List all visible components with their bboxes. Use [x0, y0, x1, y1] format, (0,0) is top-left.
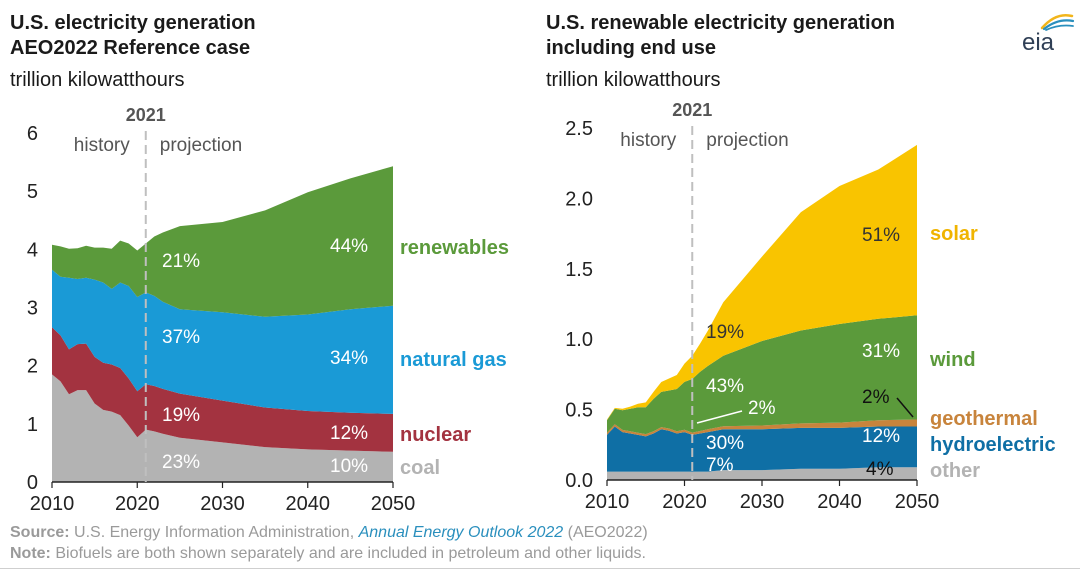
right-title-line2: including end use — [546, 37, 717, 59]
right-y-tick-label: 0.5 — [565, 400, 593, 422]
right-share-label-hydroelectric-2050: 12% — [862, 426, 900, 447]
eia-sun-arcs-icon — [1040, 14, 1075, 31]
right-share-label-solar-2050: 51% — [862, 225, 900, 246]
right-legend-geothermal: geothermal — [930, 408, 1038, 430]
eia-logo: eia — [1022, 14, 1075, 54]
right-share-label-geothermal-2050: 2% — [862, 387, 890, 408]
source-tail: (AEO2022) — [563, 524, 648, 541]
left-area-natural-gas — [52, 269, 393, 414]
footer-divider — [0, 568, 1080, 569]
right-share-label-other-2050: 4% — [866, 459, 894, 480]
right-title-line1: U.S. renewable electricity generation — [546, 12, 896, 34]
right-area-solar — [607, 144, 917, 421]
right-x-tick-label: 2030 — [740, 491, 785, 513]
right-share-label-wind-2050: 31% — [862, 341, 900, 362]
right-y-tick-label: 2.0 — [565, 188, 593, 210]
right-share-label-hydroelectric-2021: 30% — [706, 433, 744, 454]
left-chart-unit: trillion kilowatthours — [10, 69, 185, 91]
right-legend-solar: solar — [930, 223, 978, 245]
left-y-tick-label: 6 — [27, 123, 38, 145]
right-share-label-other-2021: 7% — [706, 455, 734, 476]
left-y-tick-label: 4 — [27, 239, 38, 261]
source-label: Source: — [10, 524, 70, 541]
left-x-tick-label: 2050 — [371, 493, 416, 515]
left-area-renewables — [52, 166, 393, 317]
source-text: U.S. Energy Information Administration, — [69, 524, 359, 541]
left-legend-natural-gas: natural gas — [400, 349, 507, 371]
left-chart-title: U.S. electricity generation AEO2022 Refe… — [10, 11, 256, 61]
left-y-tick-label: 5 — [27, 181, 38, 203]
left-x-tick-label: 2040 — [286, 493, 331, 515]
right-legend-wind: wind — [929, 349, 976, 371]
left-area-chart: 2010 2020 2030 2040 2050 0 1 2 3 4 5 6 2021 history pr… — [27, 105, 509, 515]
right-area-hydroelectric — [607, 426, 917, 472]
right-share-label-wind-2021: 43% — [706, 376, 744, 397]
right-y-tick-label: 0.0 — [565, 470, 593, 492]
right-share-label-solar-2021: 19% — [706, 322, 744, 343]
left-share-label-renewables-2021: 21% — [162, 251, 200, 272]
right-x-tick-label: 2040 — [817, 491, 862, 513]
right-area-other — [607, 467, 917, 480]
left-legend-renewables: renewables — [400, 237, 509, 259]
right-x-tick-label: 2020 — [662, 491, 707, 513]
left-y-tick-label: 3 — [27, 298, 38, 320]
note-line: Note: Biofuels are both shown separately… — [10, 545, 646, 563]
left-x-tick-label: 2020 — [115, 493, 160, 515]
left-history-label: history — [74, 135, 130, 156]
right-marker-year: 2021 — [672, 100, 712, 120]
source-link[interactable]: Annual Energy Outlook 2022 — [358, 524, 564, 541]
left-projection-label: projection — [160, 135, 242, 156]
right-chart-unit: trillion kilowatthours — [546, 69, 721, 91]
right-x-tick-label: 2010 — [585, 491, 630, 513]
source-line: Source: U.S. Energy Information Administ… — [10, 524, 648, 542]
left-share-label-nuclear-2021: 19% — [162, 405, 200, 426]
left-share-label-natural-gas-2050: 34% — [330, 348, 368, 369]
right-area-wind — [607, 315, 917, 435]
right-leader-geothermal-2050 — [896, 397, 914, 418]
right-share-label-geothermal-2021: 2% — [748, 398, 776, 419]
left-y-tick-label: 2 — [27, 356, 38, 378]
right-x-tick-label: 2050 — [895, 491, 940, 513]
left-share-label-nuclear-2050: 12% — [330, 423, 368, 444]
left-x-tick-label: 2010 — [30, 493, 75, 515]
left-x-tick-label: 2030 — [200, 493, 245, 515]
left-share-label-coal-2021: 23% — [162, 452, 200, 473]
eia-logo-text: eia — [1022, 29, 1055, 54]
left-marker-year: 2021 — [126, 105, 166, 125]
right-area-geothermal — [607, 419, 917, 437]
left-share-label-renewables-2050: 44% — [330, 236, 368, 257]
right-legend-hydroelectric: hydroelectric — [930, 434, 1056, 456]
right-history-label: history — [620, 130, 676, 151]
left-share-label-coal-2050: 10% — [330, 456, 368, 477]
right-y-tick-label: 1.5 — [565, 259, 593, 281]
left-legend-nuclear: nuclear — [400, 424, 471, 446]
left-area-coal — [52, 374, 393, 482]
left-share-label-natural-gas-2021: 37% — [162, 327, 200, 348]
right-legend-other: other — [930, 460, 980, 482]
left-legend-coal: coal — [400, 457, 440, 479]
right-y-tick-label: 1.0 — [565, 329, 593, 351]
right-y-tick-label: 2.5 — [565, 118, 593, 140]
note-text: Biofuels are both shown separately and a… — [50, 545, 646, 562]
left-y-tick-label: 0 — [27, 472, 38, 494]
right-projection-label: projection — [706, 130, 788, 151]
right-leader-geothermal-2021 — [696, 410, 743, 424]
left-y-tick-label: 1 — [27, 414, 38, 436]
left-title-line1: U.S. electricity generation — [10, 12, 256, 34]
note-label: Note: — [10, 545, 51, 562]
right-chart-title: U.S. renewable electricity generation in… — [546, 11, 895, 61]
left-area-nuclear — [52, 327, 393, 452]
left-title-line2: AEO2022 Reference case — [10, 37, 251, 59]
right-area-chart: 2010 2020 2030 2040 2050 0.0 0.5 1.0 1.5 2.0 2.5 20… — [565, 100, 1055, 513]
